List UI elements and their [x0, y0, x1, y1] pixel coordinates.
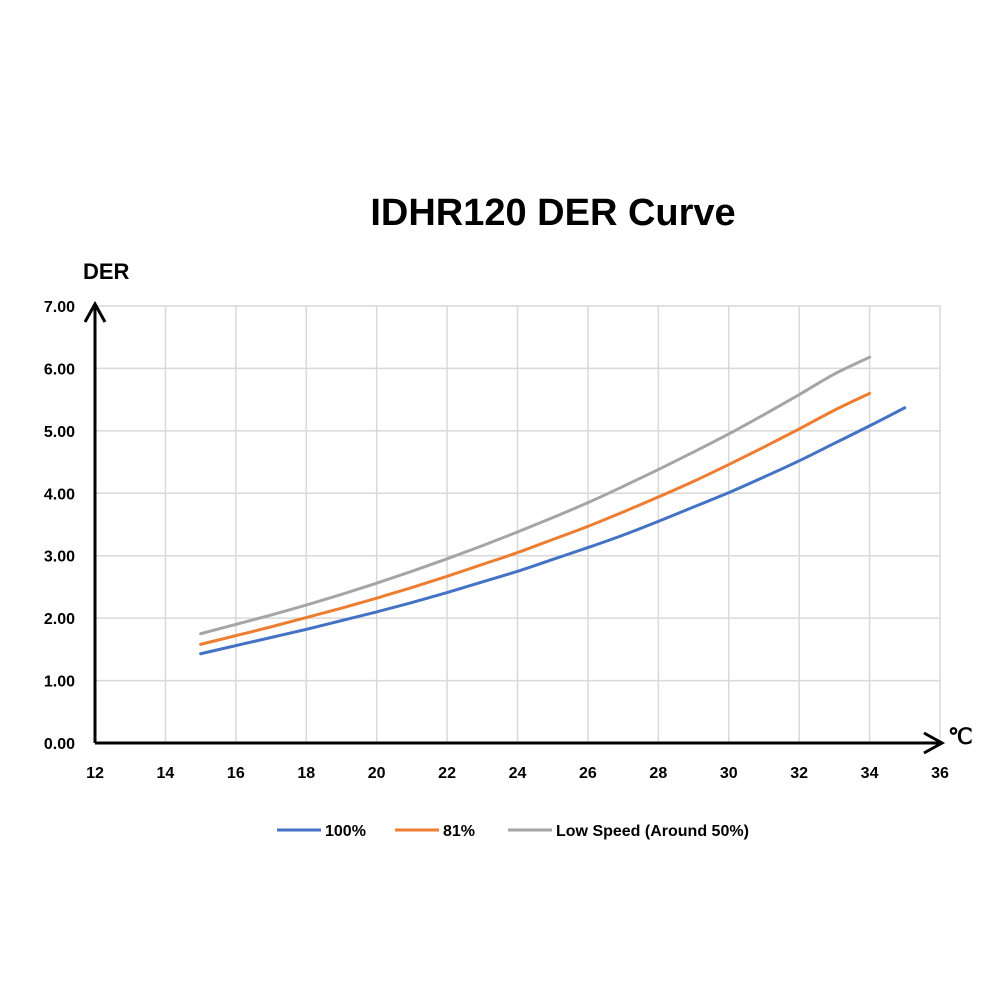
- y-tick-label: 3.00: [44, 549, 75, 566]
- x-tick-label: 28: [649, 765, 667, 782]
- x-tick-label: 22: [438, 765, 456, 782]
- series-line-0: [199, 406, 907, 656]
- x-tick-label: 26: [579, 765, 597, 782]
- y-tick-label: 6.00: [44, 361, 75, 378]
- y-axis-label: DER: [83, 259, 130, 284]
- y-tick-label: 7.00: [44, 299, 75, 316]
- legend-label: 100%: [325, 823, 366, 840]
- x-tick-label: 18: [297, 765, 315, 782]
- x-tick-label: 20: [368, 765, 386, 782]
- x-tick-label: 34: [861, 765, 879, 782]
- y-tick-label: 1.00: [44, 674, 75, 691]
- y-tick-label: 5.00: [44, 424, 75, 441]
- y-tick-label: 0.00: [44, 736, 75, 753]
- y-tick-label: 2.00: [44, 611, 75, 628]
- y-tick-labels: 0.00 1.00 2.00 3.00 4.00 5.00 6.00 7.00: [44, 299, 75, 753]
- x-tick-label: 36: [931, 765, 949, 782]
- legend: 100% 81% Low Speed (Around 50%): [277, 823, 749, 840]
- x-tick-labels: 12 14 16 18 20 22 24 26 28 30 32 34 36: [86, 765, 949, 782]
- axes: [83, 300, 946, 755]
- x-axis-label: ℃: [948, 724, 973, 749]
- x-tick-label: 24: [509, 765, 527, 782]
- legend-label: 81%: [443, 823, 475, 840]
- grid: [95, 305, 941, 743]
- y-axis-arrow-icon: [83, 300, 107, 323]
- x-axis-arrow-icon: [923, 731, 946, 755]
- y-tick-label: 4.00: [44, 486, 75, 503]
- x-tick-label: 32: [790, 765, 808, 782]
- x-tick-label: 14: [157, 765, 175, 782]
- chart-title: IDHR120 DER Curve: [370, 192, 735, 234]
- series-line-2: [199, 355, 872, 636]
- legend-label: Low Speed (Around 50%): [556, 823, 749, 840]
- x-tick-label: 16: [227, 765, 245, 782]
- series-lines: [199, 355, 907, 656]
- x-tick-label: 12: [86, 765, 104, 782]
- series-line-1: [199, 391, 872, 646]
- x-tick-label: 30: [720, 765, 738, 782]
